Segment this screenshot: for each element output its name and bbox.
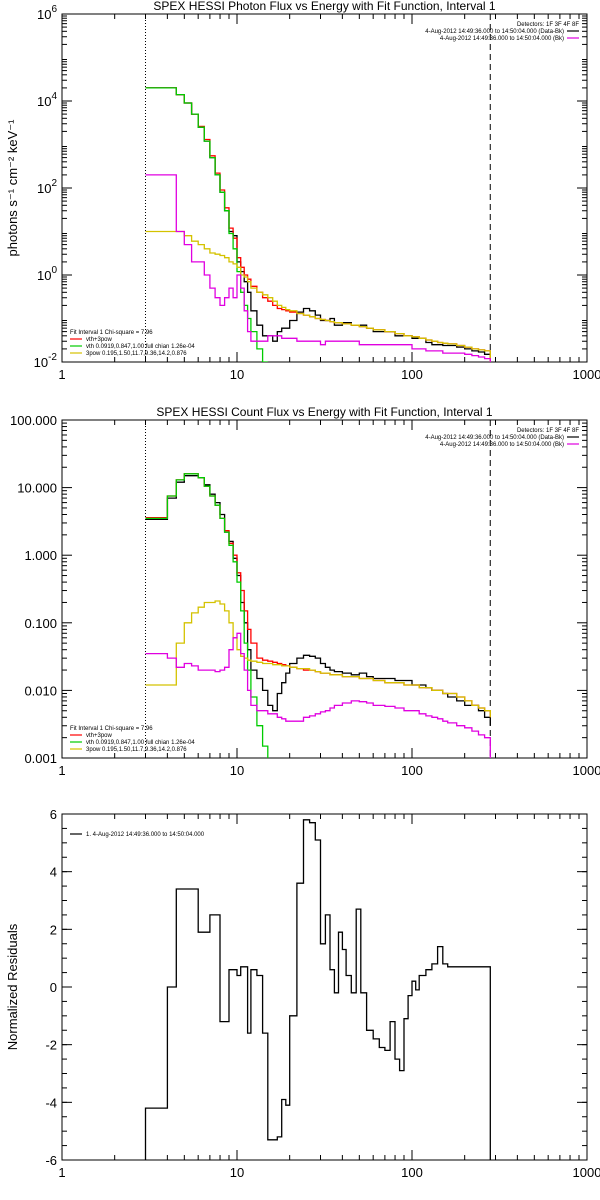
legend-header: Detectors: 1F 3F 4F 8F — [517, 428, 579, 434]
fit-legend-entry: vth+3pow — [86, 733, 113, 739]
y-tick-label: 0.001 — [24, 751, 57, 766]
x-tick-label: 1 — [58, 1165, 65, 1180]
y-tick-exponent: 2 — [51, 178, 57, 189]
legend-entry: 4-Aug-2012 14:49:36.000 to 14:50:04.000 … — [425, 435, 564, 441]
y-tick-label: 100.000 — [10, 413, 57, 428]
series-line — [145, 632, 491, 758]
legend-header: Detectors: 1F 3F 4F 8F — [517, 22, 579, 28]
chart-panel-3: 1 10 100 1000 -6 -4 -2 0 2 4 6 Normalized Residuals… — [5, 807, 600, 1180]
series-line — [145, 174, 491, 362]
x-tick-label: 100 — [401, 763, 423, 778]
y-tick-label: 106 — [37, 4, 57, 22]
series-line — [144, 819, 491, 1160]
legend-entry: 4-Aug-2012 14:49:36.000 to 14:50:04.000 … — [440, 36, 564, 42]
y-tick-label: 0 — [50, 980, 57, 995]
plot-frame — [61, 813, 588, 1161]
fit-legend-header: Fit Interval 1 Chi-square = 7.96 — [70, 330, 153, 336]
fit-legend-entry: 3pow 0.195,1.50,11.7,9.36,14.2,0.876 — [86, 351, 187, 357]
x-tick-label: 1 — [58, 763, 65, 778]
y-tick-label: -4 — [45, 1095, 57, 1110]
y-tick-exponent: 6 — [51, 4, 57, 15]
y-tick-label: 104 — [37, 91, 57, 109]
x-tick-label: 100 — [401, 1165, 423, 1180]
chart-title: SPEX HESSI Count Flux vs Energy with Fit… — [156, 405, 492, 419]
residual-legend-entry: 1. 4-Aug-2012 14:49:36.000 to 14:50:04.0… — [86, 832, 205, 838]
series-line — [145, 600, 491, 718]
series-line — [145, 230, 491, 362]
y-tick-label: 10.000 — [17, 481, 57, 496]
y-tick-label: 0.010 — [24, 683, 57, 698]
x-tick-label: 1000 — [573, 367, 600, 382]
y-axis-label: Normalized Residuals — [5, 923, 20, 1050]
y-tick-label: 6 — [50, 807, 57, 822]
y-tick-label: 2 — [50, 922, 57, 937]
x-tick-label: 1000 — [573, 763, 600, 778]
x-tick-label: 10 — [230, 367, 244, 382]
y-tick-label: -2 — [45, 1038, 57, 1053]
y-axis-label: photons s⁻¹ cm⁻² keV⁻¹ — [5, 119, 20, 257]
series-line — [145, 473, 491, 718]
x-tick-label: 10 — [230, 1165, 244, 1180]
plot-frame — [61, 419, 588, 759]
y-tick-label: 10-2 — [34, 352, 58, 370]
series-line — [145, 87, 268, 362]
chart-panel-2: SPEX HESSI Count Flux vs Energy with Fit… — [10, 405, 600, 778]
series-line — [145, 473, 269, 758]
y-tick-label: 102 — [37, 178, 57, 196]
y-tick-label: 1.000 — [24, 548, 57, 563]
y-tick-label: 100 — [37, 265, 57, 283]
y-tick-exponent: 4 — [51, 91, 57, 102]
y-tick-label: 0.100 — [24, 616, 57, 631]
y-tick-exponent: -2 — [48, 352, 57, 363]
fit-legend-entry: vth 0.0919,0.847,1.00 full chian 1.26e-0… — [86, 344, 195, 350]
series-group — [145, 473, 491, 758]
series-line — [145, 87, 491, 362]
chart-panels: SPEX HESSI Photon Flux vs Energy with Fi… — [5, 0, 600, 1180]
series-group — [144, 819, 491, 1160]
y-tick-exponent: 0 — [51, 265, 57, 276]
legend-entry: 4-Aug-2012 14:49:36.000 to 14:50:04.000 … — [440, 442, 564, 448]
chart-title: SPEX HESSI Photon Flux vs Energy with Fi… — [153, 0, 495, 13]
x-tick-label: 10 — [230, 763, 244, 778]
y-tick-label: -6 — [45, 1153, 57, 1168]
fit-legend-entry: 3pow 0.195,1.50,11.7,9.36,14.2,0.876 — [86, 747, 187, 753]
fit-legend-header: Fit Interval 1 Chi-square = 7.96 — [70, 726, 153, 732]
x-tick-label: 1 — [58, 367, 65, 382]
series-group — [145, 87, 491, 362]
x-tick-label: 100 — [401, 367, 423, 382]
series-line — [145, 87, 491, 362]
x-tick-label: 1000 — [573, 1165, 600, 1180]
y-tick-label: 4 — [50, 865, 57, 880]
fit-legend-entry: vth 0.0919,0.847,1.00 full chian 1.26e-0… — [86, 740, 195, 746]
chart-panel-1: SPEX HESSI Photon Flux vs Energy with Fi… — [5, 0, 600, 382]
legend-entry: 4-Aug-2012 14:49:36.000 to 14:50:04.000 … — [425, 29, 564, 35]
fit-legend-entry: vth+3pow — [86, 337, 113, 343]
plot-frame — [61, 13, 588, 363]
series-line — [145, 475, 491, 726]
